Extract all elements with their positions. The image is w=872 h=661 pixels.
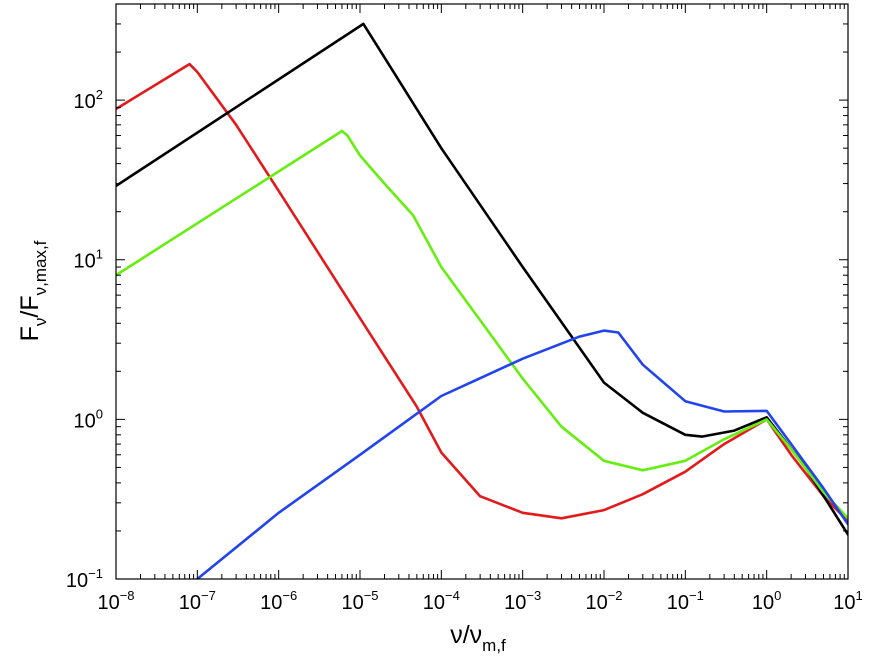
series-line-4 — [196, 329, 848, 579]
y-tick-label: 102 — [74, 87, 103, 113]
x-tick-label: 101 — [833, 588, 862, 614]
x-axis-title-sub: m,f — [482, 636, 506, 655]
x-tick-label: 10−4 — [423, 588, 460, 614]
x-tick-label: 10−5 — [341, 588, 378, 614]
series-line-3 — [116, 129, 848, 520]
y-tick-label: 101 — [74, 247, 103, 273]
series-layer — [116, 22, 848, 579]
y-axis-title-mid: /F — [16, 295, 44, 317]
y-axis-title-f: F — [16, 326, 44, 341]
x-tick-label: 10−6 — [260, 588, 297, 614]
x-axis-title: ν/νm,f — [450, 621, 506, 655]
y-tick-label: 100 — [74, 406, 103, 432]
label-layer: 10−8 10−7 10−6 10−5 10−4 10−3 10−2 10−1 100 101 10… — [66, 87, 863, 614]
y-axis-title-sub2: ν,max,f — [31, 240, 50, 295]
x-tick-label: 10−8 — [97, 588, 134, 614]
y-tick-label: 10−1 — [66, 566, 103, 592]
y-axis-title-sub1: ν — [31, 318, 50, 327]
x-tick-label: 100 — [752, 588, 781, 614]
x-axis-title-main: ν/ν — [450, 621, 482, 649]
plot-frame — [115, 3, 849, 580]
x-tick-label: 10−7 — [179, 588, 216, 614]
y-axis-title: Fν/Fν,max,f — [16, 240, 50, 341]
tick-layer — [115, 3, 849, 580]
x-tick-label: 10−2 — [585, 588, 622, 614]
x-tick-label: 10−1 — [667, 588, 704, 614]
x-tick-label: 10−3 — [504, 588, 541, 614]
